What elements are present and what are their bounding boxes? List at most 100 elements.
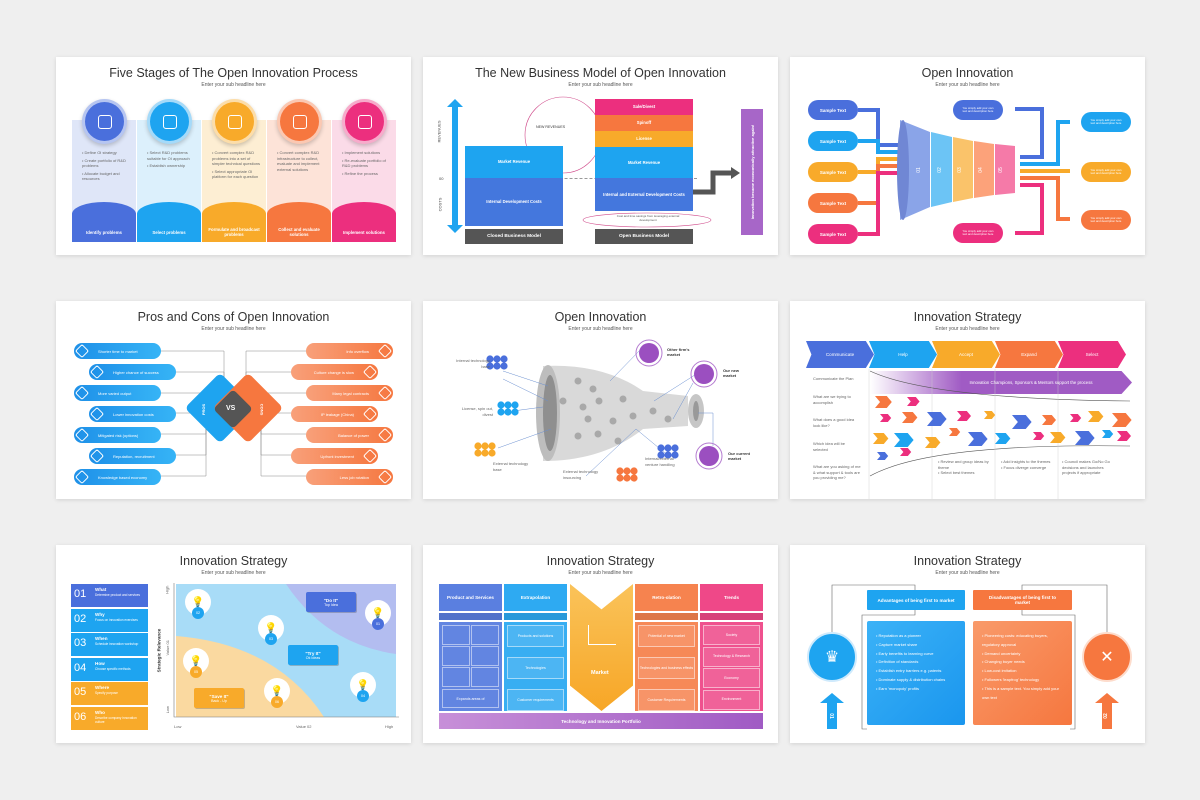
slide-title: Five Stages of The Open Innovation Proce… [109, 66, 358, 80]
stage-wave [72, 202, 136, 242]
idea-flow-chevrons-shape [1042, 415, 1056, 425]
stage-bullets: Convert complex R&D problems into a set … [212, 150, 262, 182]
pro-icon [74, 469, 90, 485]
bottle-diagram-shape [488, 449, 496, 457]
bottle-diagram-shape [481, 449, 489, 457]
idea-flow-chevrons-shape [880, 414, 892, 422]
idea-badge: 04 [357, 690, 369, 702]
pro-item-label: Lower innovation costs [113, 411, 154, 417]
column-ribbon [635, 613, 698, 620]
pro-icon [89, 364, 105, 380]
process-step-chevron[interactable]: Expand [995, 341, 1063, 368]
idea-flow-chevrons-shape [869, 370, 1131, 477]
bottle-diagram-shape [497, 348, 714, 477]
item-heading: How [95, 660, 105, 666]
open-business-model-label: Open Business Model [595, 229, 693, 244]
stage-bullet: Convert complex R&D infrastructure to co… [277, 150, 327, 172]
slide-thumbnail-4[interactable]: Pros and Cons of Open Innovation Enter yo… [56, 301, 411, 499]
slide-thumbnail-9[interactable]: Innovation Strategy Enter your sub headli… [790, 545, 1145, 743]
stage-label: Formulate and broadcast problems [208, 227, 260, 237]
funnel-diagram [790, 57, 1145, 255]
stage-circle [82, 99, 127, 144]
process-step-chevron[interactable]: Communicate [806, 341, 874, 368]
funnel-diagram-shape [858, 107, 1070, 236]
item-number: 01 [74, 588, 87, 600]
slide-title: Pros and Cons of Open Innovation [137, 310, 330, 324]
bottle-diagram-shape [664, 444, 672, 452]
slide-thumbnail-5[interactable]: Open Innovation Enter your sub headline h… [423, 301, 778, 499]
bottle-diagram-shape [630, 467, 638, 475]
slide-thumbnail-7[interactable]: Innovation Strategy Enter your sub headli… [56, 545, 411, 743]
costs-label: COSTS [437, 197, 443, 212]
up-arrow-01 [820, 693, 844, 729]
quadrant-heading: "Do It" [323, 597, 339, 603]
market-label: Market [591, 670, 609, 676]
idea-board-icon [357, 114, 372, 129]
bottle-diagram-shape [594, 430, 602, 438]
idea-badge: 05 [190, 666, 202, 678]
slide-thumbnail-6[interactable]: Innovation Strategy Enter your sub headli… [790, 301, 1145, 499]
product-icon-cell [471, 646, 499, 666]
column-header: Trends [700, 584, 763, 611]
con-icon [362, 448, 378, 464]
advantage-item: Establish entry barriers e.g. patents [876, 667, 959, 676]
phase-note: Review and group ideas by theme [938, 459, 993, 470]
idea-flow-chevrons-shape [927, 412, 947, 426]
con-icon [362, 364, 378, 380]
bottle-diagram-shape [690, 360, 718, 388]
bottle-diagram-shape [543, 375, 557, 451]
idea-flow-chevrons-shape [949, 428, 961, 436]
funnel-stage-number: 01 [915, 167, 922, 173]
idea-flow-chevrons-shape [1102, 430, 1114, 438]
column-item: Environment [703, 689, 760, 710]
idea-badge: 01 [372, 618, 384, 630]
input-pill: Sample Text [808, 131, 858, 151]
pro-item-label: Knowledge based economy [98, 474, 148, 480]
pro-item-label: Mitigated risk (options) [98, 432, 139, 438]
funnel-diagram-shape [897, 120, 909, 220]
stage-bullet: Select R&D problems suitable for OI appr… [147, 150, 197, 161]
y-axis-title: Strategic Relevance [156, 628, 162, 673]
funnel-diagram-shape [1015, 183, 1044, 235]
advantage-item: Definition of standards [876, 658, 959, 667]
slide-thumbnail-3[interactable]: Open Innovation Enter your sub headline h… [790, 57, 1145, 255]
pro-icon [89, 448, 105, 464]
con-item: IP leakage (China) [291, 406, 378, 422]
funnel-diagram-shape [858, 139, 905, 154]
guiding-question: What does a good idea look like? [813, 417, 855, 428]
slide-thumbnail-2[interactable]: The New Business Model of Open Innovatio… [423, 57, 778, 255]
bottle-diagram-shape [695, 442, 723, 470]
con-item: Upfront investment [291, 448, 378, 464]
slide-title: Innovation Strategy [546, 554, 655, 568]
process-step-chevron[interactable]: Help [869, 341, 937, 368]
bottle-diagram-shape [500, 362, 508, 370]
stage-bullet: Allocate budget and resources [82, 171, 132, 182]
up-arrow-02-shape [1095, 693, 1119, 729]
slide-subtitle: Enter your sub headline here [201, 326, 266, 332]
product-icon-cell [442, 625, 470, 645]
product-icon-cell [471, 667, 499, 687]
pros-label: PROS [201, 403, 207, 416]
market-label: Our current market [728, 451, 751, 461]
slide-thumbnail-1[interactable]: Five Stages of The Open Innovation Proce… [56, 57, 411, 255]
process-step-chevron[interactable]: Select [1058, 341, 1126, 368]
output-pill: You simply add your own text and descrip… [953, 100, 1003, 120]
strategy-list-item: 01 What Determine product and services [71, 584, 148, 607]
advantages-header: Advantages of being first to market [867, 590, 965, 610]
disadvantage-item: This is a sample text. You simply add yo… [982, 685, 1066, 703]
market-chart-icon [588, 625, 616, 645]
column-body: Society Technology & Research Economy Envir… [700, 622, 763, 711]
column-item: Expands areas of [442, 689, 499, 708]
con-item: Balance of power [306, 427, 393, 443]
slide-thumbnail-8[interactable]: Innovation Strategy Enter your sub headli… [423, 545, 778, 743]
pro-item-label: Reputation, recruitment [113, 453, 155, 459]
pro-icon [74, 427, 90, 443]
disadvantage-item: Followers 'leapfrog' technology [982, 676, 1066, 685]
market-label: Other firm's market [667, 347, 690, 357]
process-step-chevron[interactable]: Accept [932, 341, 1000, 368]
vs-label: VS [226, 405, 236, 412]
column-ribbon [504, 613, 567, 620]
disadvantages-list: Pioneering costs: educating buyers, regu… [973, 621, 1072, 725]
revenue-cost-arrow [445, 99, 465, 233]
product-icon-cell [471, 625, 499, 645]
